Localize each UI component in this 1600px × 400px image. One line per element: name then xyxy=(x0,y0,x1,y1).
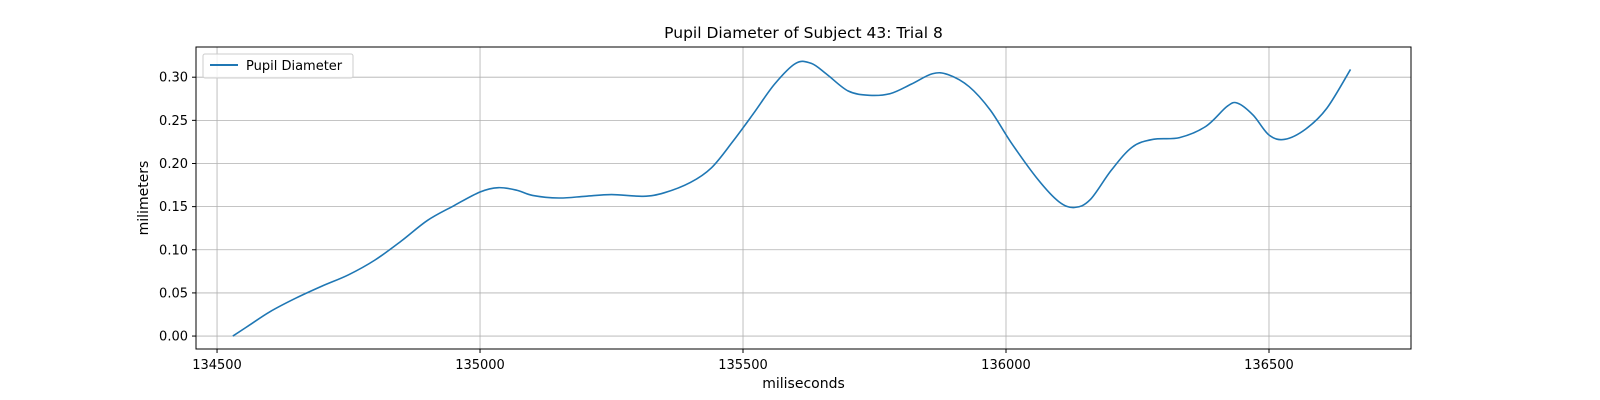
x-tick-label: 136500 xyxy=(1244,358,1294,373)
y-tick-label: 0.05 xyxy=(159,286,188,301)
plot-frame xyxy=(195,46,1412,350)
y-tick-label: 0.00 xyxy=(159,330,188,345)
y-tick-label: 0.10 xyxy=(159,243,188,258)
legend-box xyxy=(202,53,354,79)
y-axis-label: milimeters xyxy=(136,161,152,236)
x-tick-label: 136000 xyxy=(981,358,1031,373)
legend: Pupil Diameter xyxy=(202,53,354,79)
series-layer xyxy=(232,60,1352,337)
grid-lines xyxy=(196,47,1411,349)
chart-title: Pupil Diameter of Subject 43: Trial 8 xyxy=(664,24,943,42)
legend-label: Pupil Diameter xyxy=(246,59,343,74)
y-tick-label: 0.15 xyxy=(159,200,188,215)
y-tick-label: 0.20 xyxy=(159,157,188,172)
axis-ticks: 134500 135000 135500 136000 136500 0.00 0.05 0.… xyxy=(159,71,1294,373)
y-tick-label: 0.30 xyxy=(159,71,188,86)
x-tick-label: 134500 xyxy=(192,358,242,373)
x-tick-label: 135000 xyxy=(455,358,505,373)
x-tick-label: 135500 xyxy=(718,358,768,373)
y-tick-label: 0.25 xyxy=(159,114,188,129)
x-axis-label: miliseconds xyxy=(762,376,845,392)
series-line-pupil-diameter xyxy=(232,60,1352,337)
